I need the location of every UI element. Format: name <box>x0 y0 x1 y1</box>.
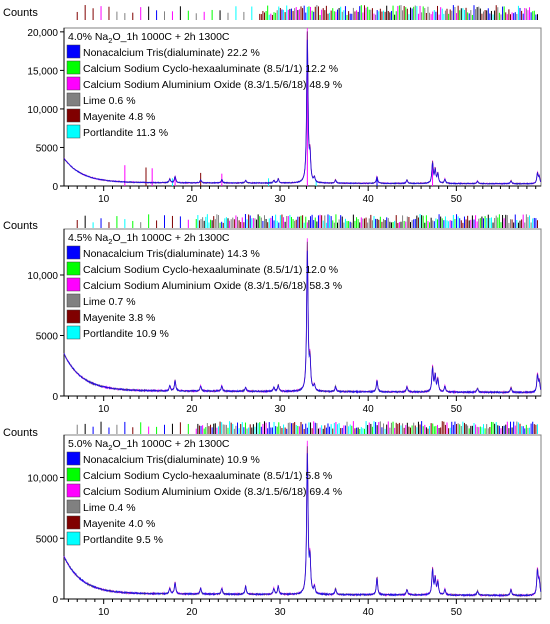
x-tick-label: 20 <box>186 404 198 415</box>
legend: 4.5% Na2O_1h 1000C + 2h 1300C Nonacalcium… <box>66 232 342 340</box>
legend-entry: Calcium Sodium Cyclo-hexaaluminate (8.5/… <box>83 470 332 482</box>
chart-panel-3: Counts 0 5000 10,000 10 20 30 40 50 5.0% Na2O_1h … <box>3 421 542 618</box>
reflection-marker-strip <box>76 214 538 228</box>
y-tick-label: 20,000 <box>27 28 58 39</box>
x-tick-label: 20 <box>186 194 198 205</box>
y-tick-label: 5000 <box>36 143 59 154</box>
diffraction-pattern-line <box>63 453 542 598</box>
legend-entry: Calcium Sodium Cyclo-hexaaluminate (8.5/… <box>83 63 338 75</box>
legend-swatch <box>66 293 81 308</box>
chart-title-part: 5.0% Na <box>68 438 108 450</box>
legend-swatch <box>66 92 81 107</box>
y-tick-label: 0 <box>52 182 58 193</box>
y-tick-label: 15,000 <box>27 66 58 77</box>
legend-entry: Nonacalcium Tris(dialuminate) 10.9 % <box>83 454 260 466</box>
chart-title: 4.5% Na2O_1h 1000C + 2h 1300C <box>68 232 230 246</box>
legend-swatch <box>66 483 81 498</box>
legend-swatch <box>66 60 81 75</box>
legend: 4.0% Na2O_1h 1000C + 2h 1300C Nonacalcium… <box>66 31 342 139</box>
legend-swatch <box>66 245 81 260</box>
legend-swatch <box>66 309 81 324</box>
legend-swatch <box>66 325 81 340</box>
x-tick-label: 10 <box>98 194 110 205</box>
y-axis-label: Counts <box>3 427 38 439</box>
y-tick-label: 0 <box>52 595 58 606</box>
x-tick-label: 30 <box>274 607 286 618</box>
legend-swatch <box>66 531 81 546</box>
legend-entry: Lime 0.6 % <box>83 95 136 107</box>
legend: 5.0% Na2O_1h 1000C + 2h 1300C Nonacalcium… <box>66 438 342 546</box>
y-tick-label: 10,000 <box>27 271 58 282</box>
chart-title: 4.0% Na2O_1h 1000C + 2h 1300C <box>68 31 230 45</box>
x-tick-label: 50 <box>451 404 463 415</box>
legend-swatch <box>66 515 81 530</box>
x-tick-label: 50 <box>451 194 463 205</box>
x-tick-label: 50 <box>451 607 463 618</box>
legend-swatch <box>66 499 81 514</box>
y-tick-label: 10,000 <box>27 105 58 116</box>
legend-swatch <box>66 451 81 466</box>
legend-entry: Mayenite 3.8 % <box>83 312 155 324</box>
y-tick-label: 0 <box>52 392 58 403</box>
legend-entry: Portlandite 10.9 % <box>83 328 169 340</box>
chart-title-part: O_1h 1000C + 2h 1300C <box>112 31 229 43</box>
chart-title: 5.0% Na2O_1h 1000C + 2h 1300C <box>68 438 230 452</box>
x-tick-label: 20 <box>186 607 198 618</box>
x-tick-label: 40 <box>363 194 375 205</box>
reflection-marker-strip <box>76 421 538 434</box>
legend-swatch <box>66 124 81 139</box>
chart-panel-1: Counts 0 5000 10,000 15,000 20,000 10 20 30 40 50 4… <box>3 5 542 205</box>
legend-swatch <box>66 261 81 276</box>
diffraction-pattern-line <box>63 250 542 395</box>
legend-swatch <box>66 108 81 123</box>
x-tick-label: 10 <box>98 607 110 618</box>
y-tick-label: 5000 <box>36 534 59 545</box>
legend-entry: Mayenite 4.0 % <box>83 518 155 530</box>
chart-title-subscript: 2 <box>108 237 112 246</box>
chart-panel-2: Counts 0 5000 10,000 10 20 30 40 50 4.5% Na2O_1h … <box>3 214 542 415</box>
legend-entry: Lime 0.7 % <box>83 296 136 308</box>
diffraction-pattern-line <box>63 39 541 185</box>
legend-entry: Calcium Sodium Cyclo-hexaaluminate (8.5/… <box>83 264 338 276</box>
chart-title-part: O_1h 1000C + 2h 1300C <box>112 438 229 450</box>
y-tick-label: 10,000 <box>27 474 58 485</box>
legend-entry: Nonacalcium Tris(dialuminate) 14.3 % <box>83 248 260 260</box>
x-tick-label: 30 <box>274 404 286 415</box>
chart-title-part: 4.5% Na <box>68 232 108 244</box>
legend-entry: Calcium Sodium Aluminium Oxide (8.3/1.5/… <box>83 280 342 292</box>
y-axis-label: Counts <box>3 220 38 232</box>
reflection-marker-strip <box>76 5 538 20</box>
legend-entry: Lime 0.4 % <box>83 502 136 514</box>
legend-entry: Nonacalcium Tris(dialuminate) 22.2 % <box>83 47 260 59</box>
legend-entry: Calcium Sodium Aluminium Oxide (8.3/1.5/… <box>83 79 342 91</box>
legend-swatch <box>66 76 81 91</box>
x-tick-label: 10 <box>98 404 110 415</box>
chart-title-part: O_1h 1000C + 2h 1300C <box>112 232 229 244</box>
chart-title-subscript: 2 <box>108 443 112 452</box>
legend-entry: Portlandite 9.5 % <box>83 534 163 546</box>
legend-swatch <box>66 467 81 482</box>
chart-title-part: 4.0% Na <box>68 31 108 43</box>
x-tick-label: 40 <box>363 607 375 618</box>
legend-swatch <box>66 277 81 292</box>
chart-title-subscript: 2 <box>108 36 112 45</box>
y-axis-label: Counts <box>3 7 38 19</box>
x-tick-label: 30 <box>274 194 286 205</box>
legend-entry: Portlandite 11.3 % <box>83 127 168 139</box>
x-tick-label: 40 <box>363 404 375 415</box>
y-tick-label: 5000 <box>36 331 59 342</box>
legend-entry: Mayenite 4.8 % <box>83 111 155 123</box>
legend-swatch <box>66 44 81 59</box>
legend-entry: Calcium Sodium Aluminium Oxide (8.3/1.5/… <box>83 486 342 498</box>
